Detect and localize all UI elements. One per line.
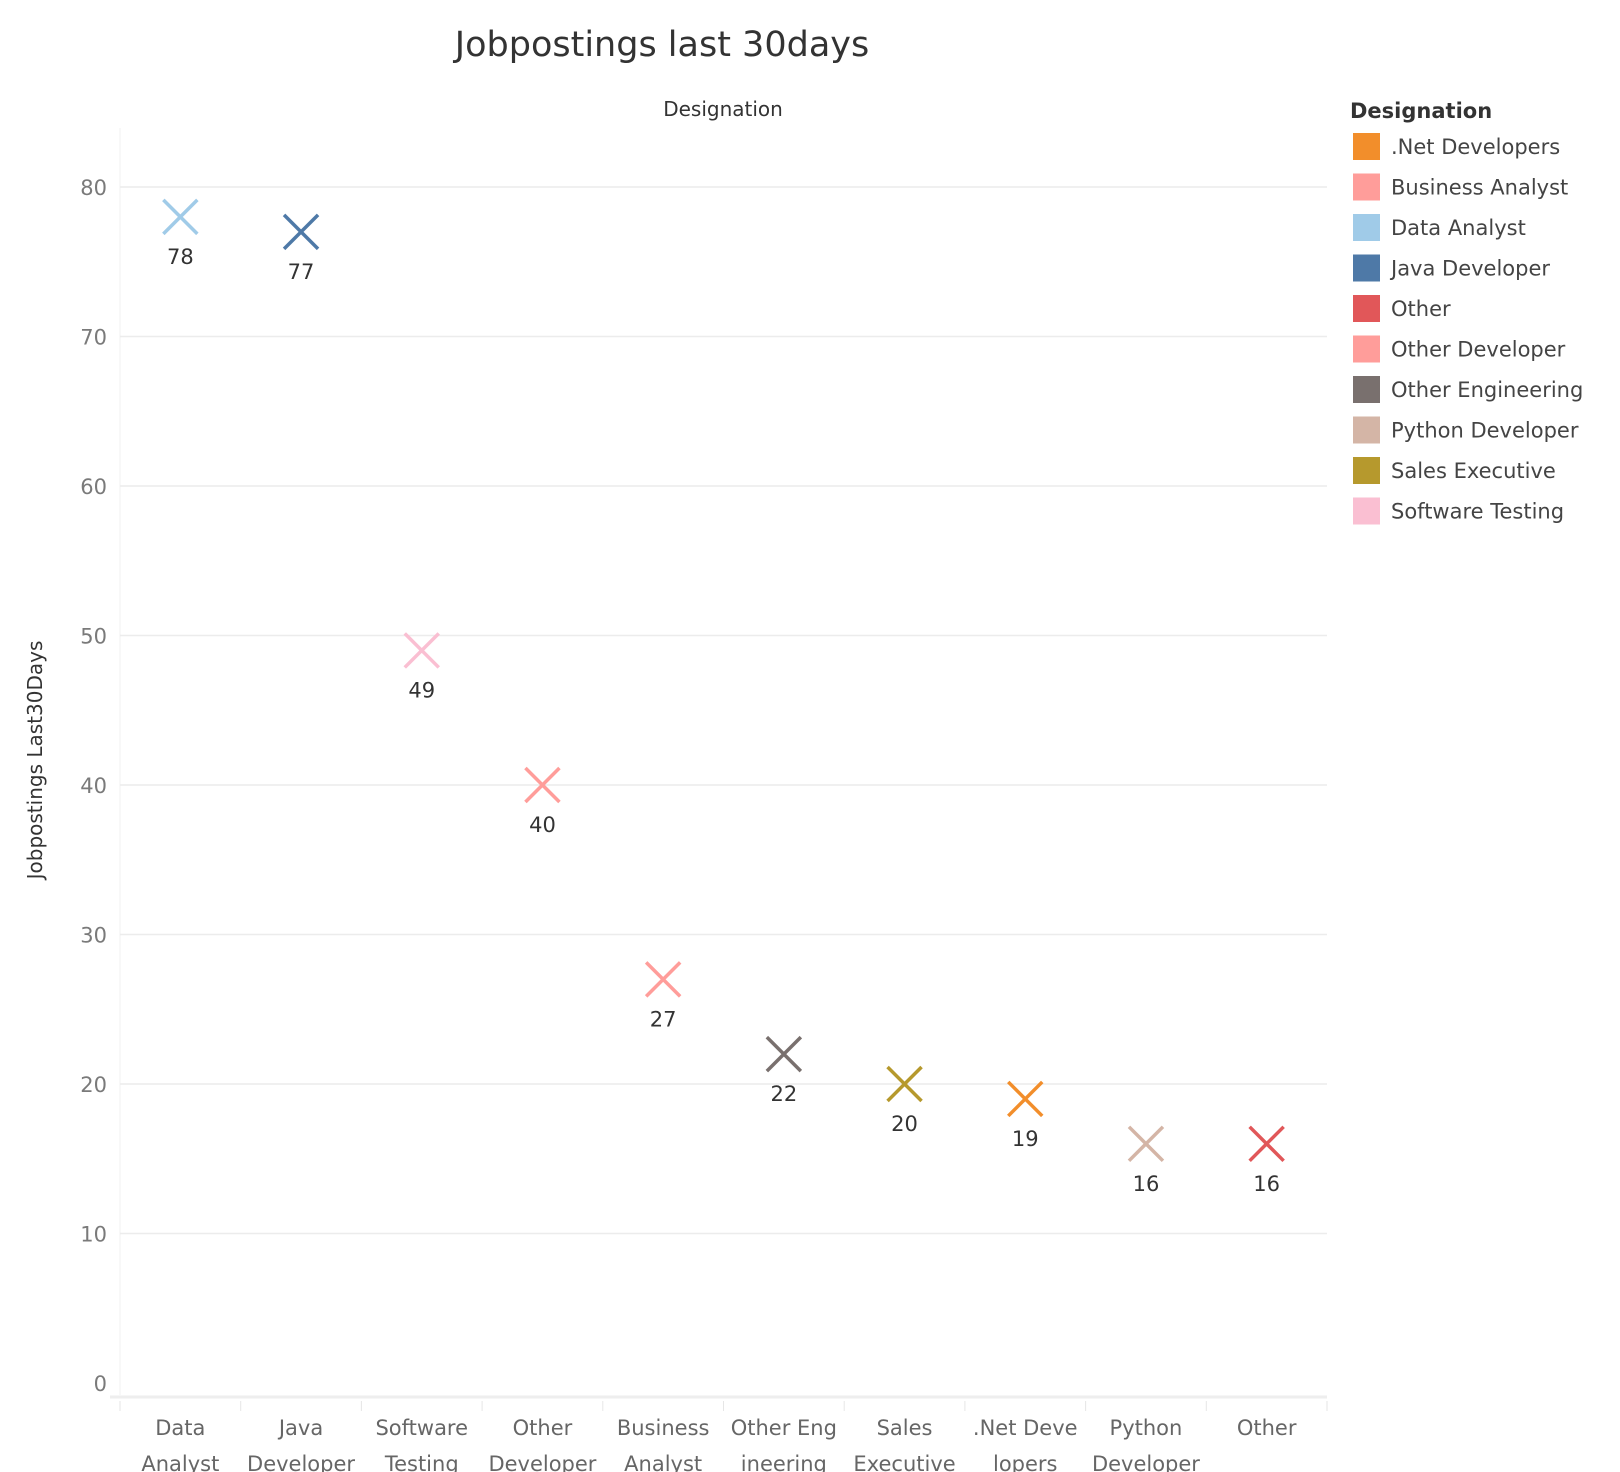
- y-tick-label: 80: [80, 176, 107, 200]
- x-marker: [1127, 1125, 1165, 1163]
- y-tick-label: 40: [80, 774, 107, 798]
- legend-swatch: [1353, 254, 1380, 282]
- legend-swatch: [1353, 457, 1380, 484]
- y-tick-label: 60: [80, 475, 107, 499]
- legend-label: Sales Executive: [1391, 459, 1556, 483]
- data-label: 27: [650, 1007, 677, 1031]
- legend-item[interactable]: Sales Executive: [1353, 457, 1556, 484]
- y-tick-label: 70: [80, 326, 107, 350]
- x-tick-label: Developer: [1092, 1452, 1200, 1472]
- x-tick-label: Sales: [877, 1416, 933, 1440]
- chart-title: Jobpostings last 30days: [453, 25, 869, 65]
- x-tick-label: Analyst: [624, 1452, 702, 1472]
- data-label: 16: [1133, 1172, 1160, 1196]
- legend-swatch: [1353, 133, 1380, 160]
- data-point-other-developer: 40: [524, 766, 561, 837]
- x-tick-label: Other Eng: [731, 1416, 837, 1440]
- data-point-software-testing: 49: [403, 632, 440, 702]
- x-tick-label: lopers: [993, 1452, 1058, 1472]
- x-tick-label: Other: [1237, 1416, 1297, 1440]
- y-tick-label: 30: [80, 924, 107, 948]
- gridlines: [119, 128, 1327, 1395]
- legend-label: Java Developer: [1389, 257, 1550, 281]
- x-tick-label: Software: [375, 1416, 468, 1440]
- legend-item[interactable]: Business Analyst: [1353, 173, 1568, 201]
- x-axis: Data Analyst Java Developer Software Testing O…: [110, 1395, 1328, 1472]
- legend-label: Business Analyst: [1391, 176, 1568, 200]
- x-tick-label: Analyst: [141, 1452, 219, 1472]
- legend-label: .Net Developers: [1391, 135, 1560, 159]
- x-marker: [1007, 1080, 1044, 1118]
- data-label: 49: [408, 678, 435, 702]
- legend-swatch: [1353, 335, 1380, 363]
- y-tick-label: 50: [80, 625, 107, 649]
- data-point-other: 16: [1248, 1125, 1285, 1196]
- legend-item[interactable]: Data Analyst: [1353, 214, 1526, 241]
- x-marker: [644, 961, 682, 998]
- x-tick-label: Developer: [488, 1452, 596, 1472]
- x-tick-label: .Net Deve: [973, 1416, 1078, 1440]
- y-tick-label: 20: [80, 1073, 107, 1097]
- data-point-data-analyst: 78: [162, 198, 199, 269]
- x-tick-label: Java: [277, 1416, 323, 1440]
- x-marker: [886, 1065, 923, 1103]
- x-marker: [282, 213, 320, 251]
- x-tick-label: Business: [617, 1416, 710, 1440]
- x-marker: [1248, 1125, 1285, 1163]
- legend: Designation .Net Developers Business Anal…: [1350, 99, 1583, 525]
- legend-item[interactable]: .Net Developers: [1353, 133, 1560, 160]
- data-label: 20: [891, 1112, 918, 1136]
- data-point-business-analyst: 27: [644, 961, 682, 1031]
- legend-item[interactable]: Python Developer: [1353, 416, 1579, 444]
- x-marker: [403, 632, 440, 669]
- data-point-sales-executive: 20: [886, 1065, 923, 1136]
- legend-swatch: [1353, 497, 1380, 525]
- x-marker: [162, 198, 199, 236]
- x-tick-label: Executive: [853, 1452, 955, 1472]
- data-point-java-developer: 77: [282, 213, 320, 284]
- legend-label: Other Engineering: [1391, 378, 1583, 402]
- y-axis-title: Jobpostings Last30Days: [23, 641, 47, 882]
- y-tick-label: 0: [94, 1372, 107, 1396]
- x-marker: [765, 1035, 803, 1073]
- legend-label: Other: [1391, 297, 1451, 321]
- data-label: 78: [167, 245, 194, 269]
- legend-label: Other Developer: [1391, 338, 1566, 362]
- legend-swatch: [1353, 214, 1380, 241]
- data-point-python-developer: 16: [1127, 1125, 1165, 1196]
- legend-swatch: [1353, 416, 1380, 444]
- x-tick-label: Testing: [384, 1452, 459, 1472]
- legend-label: Software Testing: [1391, 500, 1564, 524]
- legend-title: Designation: [1350, 99, 1492, 123]
- legend-swatch: [1353, 295, 1380, 322]
- data-label: 40: [529, 813, 556, 837]
- x-tick-label: ineering: [741, 1452, 827, 1472]
- x-tick-label: Other: [513, 1416, 573, 1440]
- data-label: 77: [288, 260, 315, 284]
- legend-swatch: [1353, 376, 1380, 403]
- x-tick-label: Python: [1110, 1416, 1183, 1440]
- y-axis: 0 10 20 30 40 50 60 70 80: [80, 176, 107, 1396]
- legend-item[interactable]: Java Developer: [1353, 254, 1550, 282]
- data-points: 78 77 49 40 27 22 20 19 16 16: [162, 198, 1285, 1196]
- data-label: 22: [770, 1082, 797, 1106]
- y-tick-label: 10: [80, 1223, 107, 1247]
- legend-label: Python Developer: [1391, 419, 1579, 443]
- data-label: 16: [1253, 1172, 1280, 1196]
- legend-item[interactable]: Other: [1353, 295, 1451, 322]
- legend-label: Data Analyst: [1391, 216, 1526, 240]
- data-point-other-engineering: 22: [765, 1035, 803, 1106]
- column-header: Designation: [663, 97, 783, 121]
- x-tick-label: Data: [155, 1416, 205, 1440]
- legend-item[interactable]: Software Testing: [1353, 497, 1564, 525]
- data-label: 19: [1012, 1127, 1039, 1151]
- data-point--net-developers: 19: [1007, 1080, 1044, 1151]
- legend-swatch: [1353, 173, 1380, 201]
- x-marker: [524, 766, 561, 804]
- legend-item[interactable]: Other Engineering: [1353, 376, 1583, 403]
- legend-item[interactable]: Other Developer: [1353, 335, 1566, 363]
- x-tick-label: Developer: [247, 1452, 355, 1472]
